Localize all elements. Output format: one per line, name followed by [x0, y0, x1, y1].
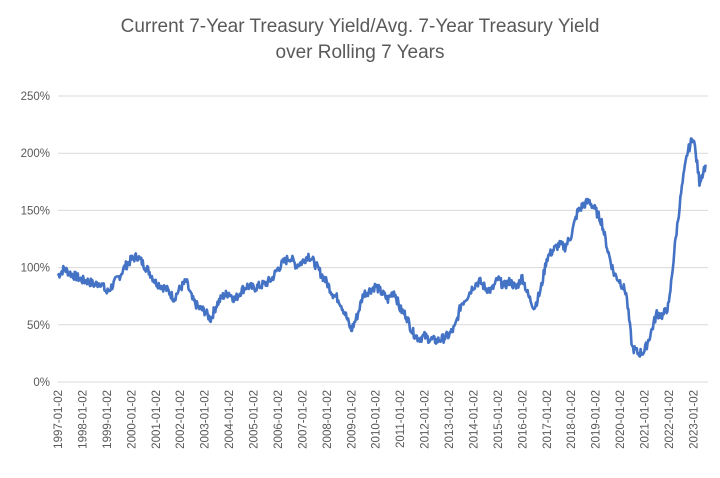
- y-tick-label: 50%: [27, 320, 50, 332]
- x-tick-label: 2003-01-02: [200, 390, 212, 449]
- x-tick-label: 2022-01-02: [664, 390, 676, 449]
- y-tick-label: 250%: [21, 91, 50, 103]
- x-tick-label: 2004-01-02: [224, 390, 236, 449]
- x-tick-label: 2015-01-02: [493, 390, 505, 449]
- x-tick-label: 2008-01-02: [322, 390, 334, 449]
- x-tick-label: 2014-01-02: [468, 390, 480, 449]
- x-tick-label: 2021-01-02: [640, 390, 652, 449]
- x-tick-label: 2005-01-02: [249, 390, 261, 449]
- x-tick-label: 2001-01-02: [151, 390, 163, 449]
- x-tick-label: 2019-01-02: [591, 390, 603, 449]
- y-tick-label: 100%: [21, 263, 50, 275]
- x-tick-label: 2009-01-02: [346, 390, 358, 449]
- y-tick-label: 150%: [21, 205, 50, 217]
- x-tick-label: 1998-01-02: [77, 390, 89, 449]
- x-tick-label: 2007-01-02: [297, 390, 309, 449]
- x-tick-label: 2016-01-02: [517, 390, 529, 449]
- x-tick-label: 2006-01-02: [273, 390, 285, 449]
- series-line: [56, 137, 707, 358]
- x-tick-label: 1999-01-02: [102, 390, 114, 449]
- x-tick-label: 2018-01-02: [566, 390, 578, 449]
- x-tick-label: 1997-01-02: [53, 390, 65, 449]
- x-tick-label: 2002-01-02: [175, 390, 187, 449]
- x-tick-label: 2023-01-02: [688, 390, 700, 449]
- x-tick-label: 2020-01-02: [615, 390, 627, 449]
- y-tick-label: 0%: [33, 377, 50, 389]
- chart-title: Current 7-Year Treasury Yield/Avg. 7-Yea…: [0, 14, 720, 66]
- x-tick-label: 2017-01-02: [542, 390, 554, 449]
- chart-title-line-1: Current 7-Year Treasury Yield/Avg. 7-Yea…: [120, 16, 600, 37]
- chart-title-line-2: over Rolling 7 Years: [275, 42, 445, 63]
- x-tick-label: 2013-01-02: [444, 390, 456, 449]
- x-tick-label: 2012-01-02: [420, 390, 432, 449]
- x-tick-label: 2000-01-02: [126, 390, 138, 449]
- x-tick-label: 2011-01-02: [395, 390, 407, 448]
- y-tick-label: 200%: [21, 148, 50, 160]
- x-tick-label: 2010-01-02: [371, 390, 383, 449]
